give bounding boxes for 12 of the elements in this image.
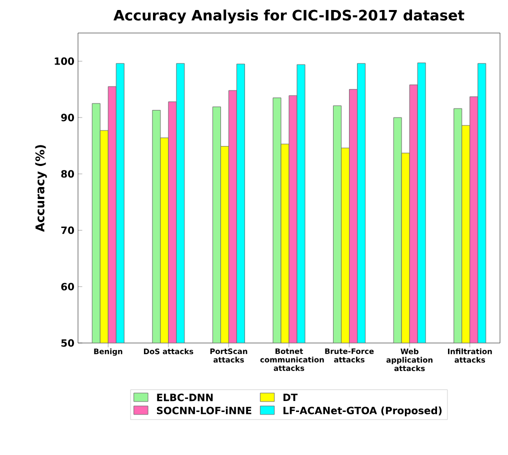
y-tick-label: 50 (61, 339, 74, 347)
chart-title: Accuracy Analysis for CIC-IDS-2017 dataset (114, 10, 464, 24)
legend-label: ELBC-DNN (157, 394, 213, 402)
y-tick-label: 90 (61, 114, 74, 122)
legend-label: LF-ACANet-GTOA (Proposed) (284, 406, 442, 416)
y-tick-label: 60 (61, 282, 74, 290)
legend-label: SOCNN-LOF-iNNE (156, 406, 252, 414)
y-axis-title: Accuracy (%) (35, 145, 47, 232)
y-tick-label: 70 (61, 226, 74, 234)
y-tick-label: 80 (61, 170, 74, 178)
legend-label: DT (284, 394, 298, 402)
y-tick-label: 100 (54, 57, 74, 65)
